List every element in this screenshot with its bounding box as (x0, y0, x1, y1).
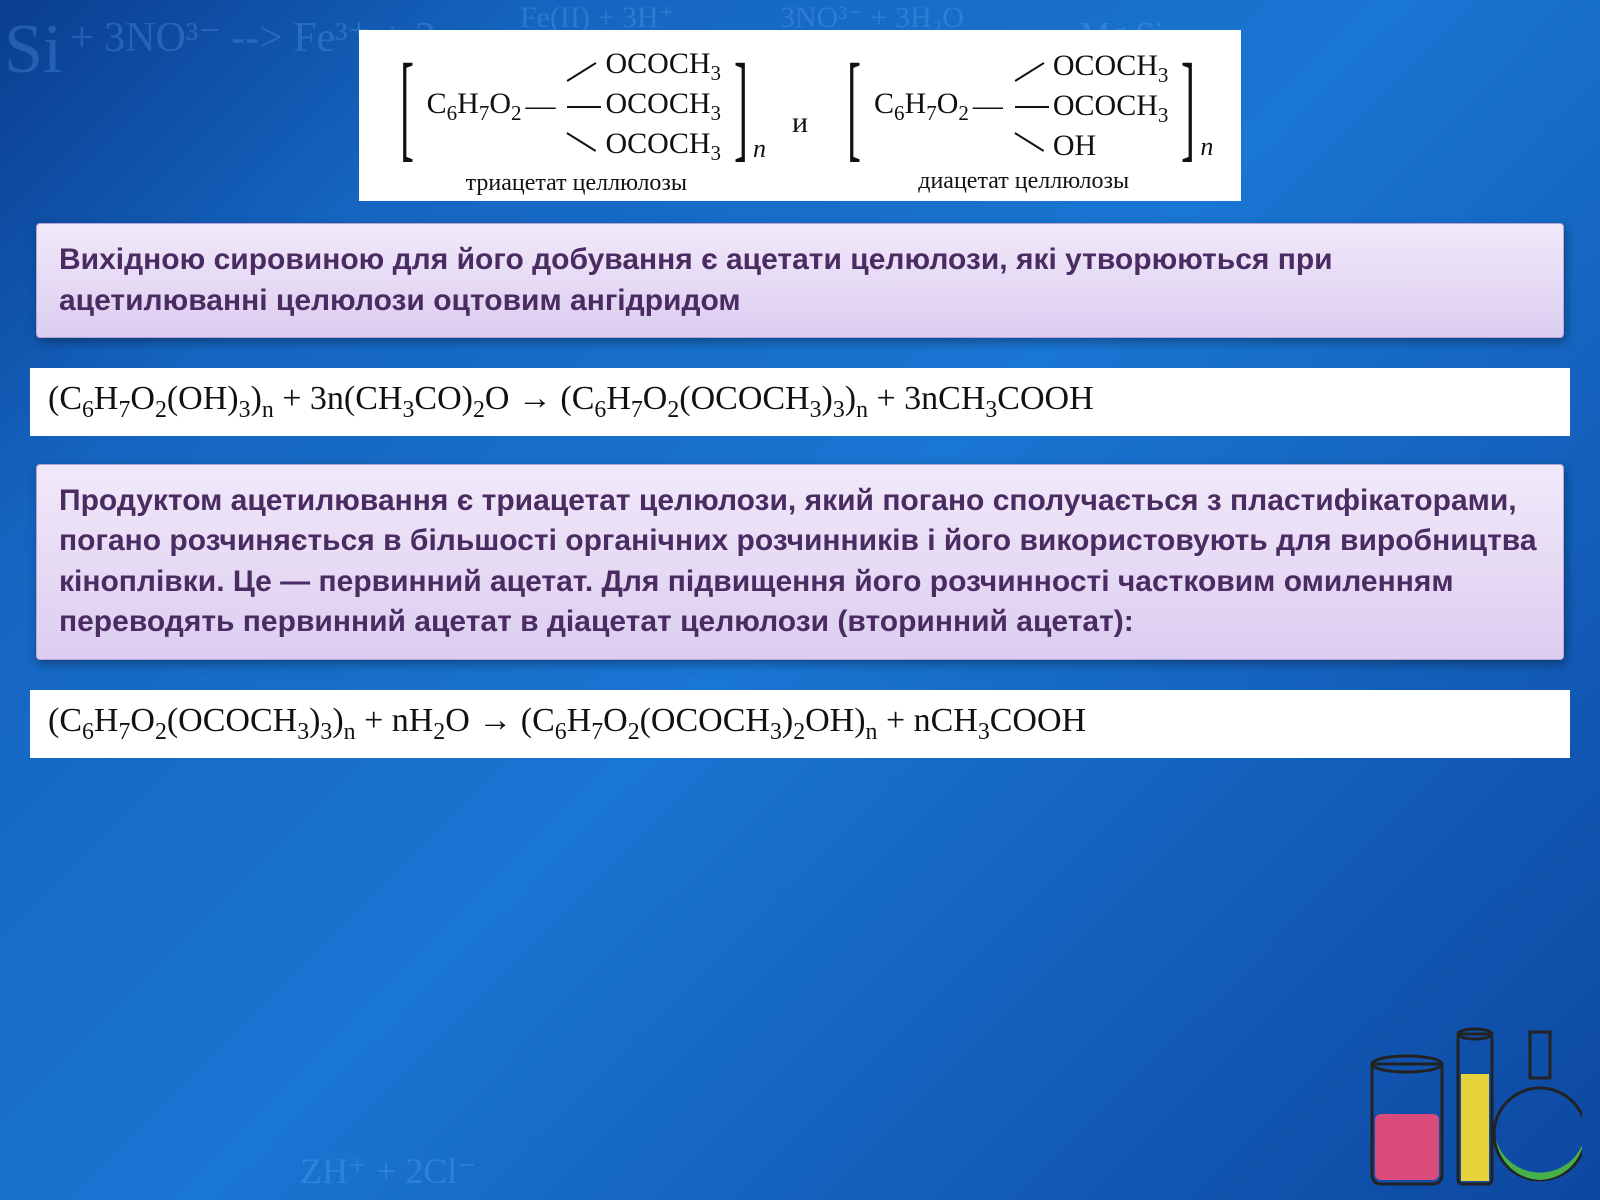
hydrolysis-equation: (C6H7O2(OCOCH3)3)n + nH2O → (C6H7O2(OCOC… (30, 690, 1570, 758)
slide-content: [ C6H7O2 — OCOCH3OCOCH3OCOCH3 ] n триаце… (30, 30, 1570, 768)
bond-fan-icon (561, 60, 603, 152)
diacetate-substituents: OCOCH3OCOCH3OH (1053, 50, 1169, 162)
glassware-icon (1362, 1024, 1582, 1194)
diacetate-structure: [ C6H7O2 — OCOCH3OCOCH3OH ] n диацетат ц… (834, 50, 1213, 195)
connector-label: и (792, 106, 808, 140)
triacetate-structure: [ C6H7O2 — OCOCH3OCOCH3OCOCH3 ] n триаце… (387, 48, 766, 197)
diacetate-caption: диацетат целлюлозы (918, 168, 1129, 195)
poly-n: n (1200, 132, 1213, 162)
triacetate-substituents: OCOCH3OCOCH3OCOCH3 (605, 48, 721, 164)
intro-text-box: Вихідною сировиною для його добування є … (36, 223, 1564, 338)
triacetate-caption: триацетат целлюлозы (466, 170, 687, 197)
bond-fan-icon (1009, 60, 1051, 152)
structural-formulas: [ C6H7O2 — OCOCH3OCOCH3OCOCH3 ] n триаце… (359, 30, 1242, 201)
product-text-box: Продуктом ацетилювання є триацетат целюл… (36, 464, 1564, 660)
base-formula: C6H7O2 (427, 87, 522, 126)
poly-n: n (753, 134, 766, 164)
base-formula: C6H7O2 (874, 87, 969, 126)
acetylation-equation: (C6H7O2(OH)3)n + 3n(CH3CO)2O → (C6H7O2(O… (30, 368, 1570, 436)
